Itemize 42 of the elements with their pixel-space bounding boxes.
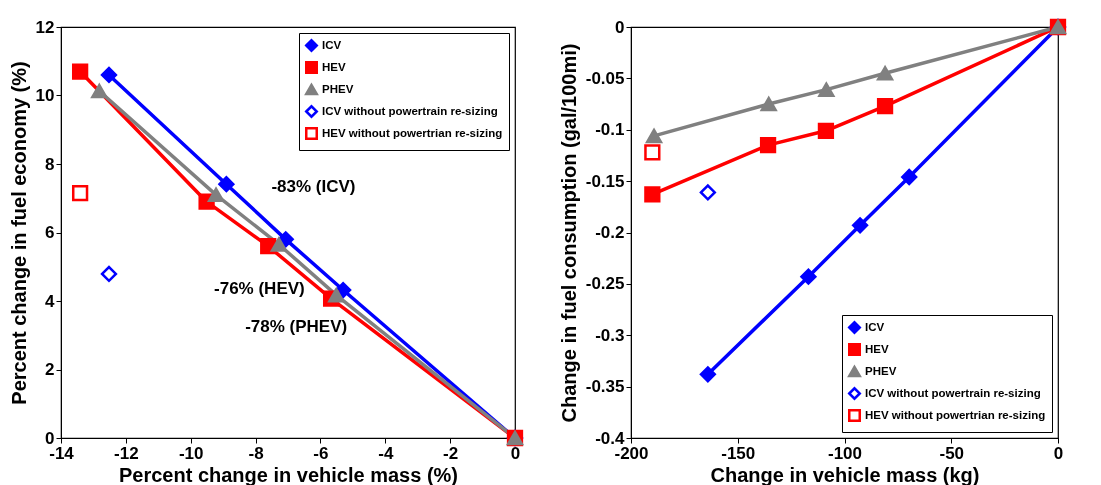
x-tick-label: -6	[313, 443, 329, 463]
y-tick-label: 0	[615, 17, 625, 37]
y-tick-label: 8	[45, 154, 55, 174]
annotation: -78% (PHEV)	[245, 317, 348, 337]
x-axis-title: Percent change in vehicle mass (%)	[118, 463, 459, 485]
y-tick-label: 4	[45, 291, 56, 311]
y-tick-label: -0.1	[595, 120, 625, 140]
legend-label: HEV without powertrian re-sizing	[865, 408, 1046, 421]
x-tick-label: -4	[378, 443, 394, 463]
x-tick-label: -150	[721, 443, 756, 463]
legend-label: ICV	[322, 38, 342, 51]
y-axis-title: Percent change in fuel economy (%)	[7, 61, 30, 405]
y-tick-label: 10	[35, 86, 55, 105]
y-tick-label: 2	[45, 360, 55, 379]
y-tick-label: -0.05	[585, 68, 625, 88]
y-tick-label: 12	[35, 17, 55, 37]
x-tick-label: -12	[114, 443, 139, 463]
legend-label: PHEV	[865, 364, 897, 377]
y-tick-label: -0.3	[595, 325, 625, 345]
legend-label: HEV	[865, 342, 889, 355]
legend-label: ICV	[865, 320, 885, 333]
y-tick-label: 6	[45, 223, 55, 242]
y-tick-label: -0.15	[585, 171, 625, 191]
y-axis-title: Change in fuel consumption (gal/100mi)	[557, 43, 580, 423]
legend-label: HEV	[322, 60, 346, 73]
annotation: -76% (HEV)	[214, 278, 305, 298]
x-tick-label: -8	[248, 443, 264, 463]
y-tick-label: -0.35	[585, 377, 625, 397]
legend-label: HEV without powertrian re-sizing	[322, 126, 503, 139]
annotation: -83% (ICV)	[271, 176, 356, 196]
x-axis-title: Change in vehicle mass (kg)	[710, 463, 980, 485]
x-tick-label: -50	[939, 443, 965, 463]
x-tick-label: -2	[443, 443, 459, 463]
x-tick-label: 0	[1053, 443, 1064, 463]
x-tick-label: -10	[178, 443, 204, 463]
legend-label: PHEV	[322, 82, 354, 95]
legend-label: ICV without powertrain re-sizing	[322, 104, 498, 117]
x-tick-label: 0	[510, 443, 521, 463]
x-tick-label: -100	[827, 443, 863, 463]
y-tick-label: -0.2	[595, 223, 625, 242]
y-tick-label: -0.25	[585, 274, 625, 294]
legend-label: ICV without powertrain re-sizing	[865, 386, 1041, 399]
